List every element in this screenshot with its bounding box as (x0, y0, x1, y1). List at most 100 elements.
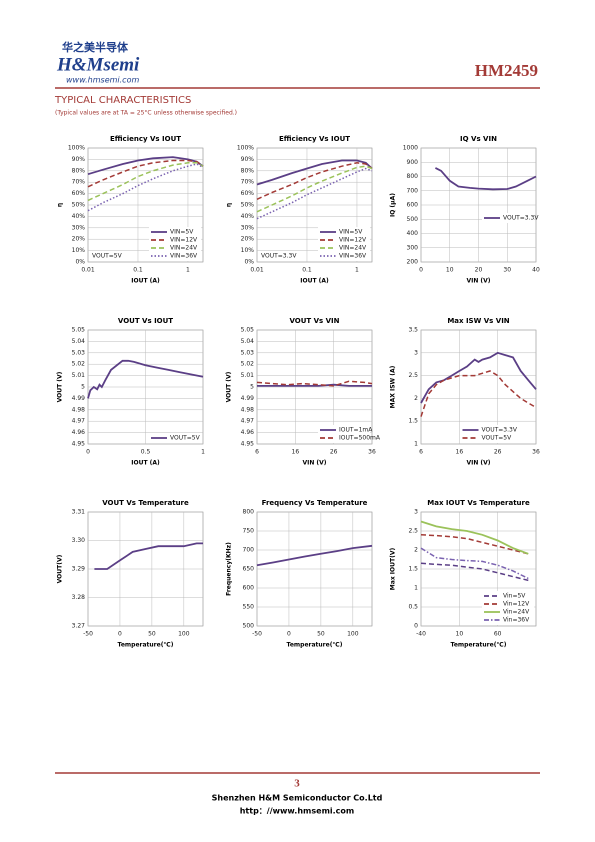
y-tick-label: 2 (414, 395, 418, 402)
x-axis-label: IOUT (A) (131, 278, 160, 285)
y-tick-label: 5.04 (241, 338, 255, 345)
y-tick-label: 2.5 (408, 528, 418, 535)
annotation: VOUT=3.3V (261, 253, 297, 260)
y-tick-label: 600 (407, 202, 419, 209)
series-line (256, 165, 373, 213)
y-tick-label: 4.97 (241, 418, 255, 425)
chart-title: IQ Vs VIN (460, 135, 497, 143)
y-tick-label: 50% (72, 202, 86, 209)
x-tick-label: 0.5 (141, 449, 151, 456)
series-line (256, 544, 373, 567)
y-tick-label: 3.5 (408, 327, 418, 334)
legend-label: Vin=5V (503, 593, 526, 600)
y-tick-label: 5 (250, 384, 254, 391)
footer-company: Shenzhen H&M Semiconductor Co.Ltd (212, 794, 383, 803)
y-tick-label: 5.03 (241, 349, 255, 356)
y-tick-label: 5.05 (72, 327, 86, 334)
footer-web: http：//www.hmsemi.com (240, 807, 355, 816)
series-line (420, 547, 529, 580)
y-tick-label: 90% (241, 156, 255, 163)
y-tick-label: 0.5 (408, 604, 418, 611)
x-tick-label: 16 (456, 449, 464, 456)
annotation-box (259, 252, 291, 260)
legend-label: Vin=24V (503, 609, 530, 616)
x-tick-label: 26 (330, 449, 338, 456)
y-tick-label: 3.27 (72, 623, 86, 630)
y-tick-label: 3.29 (72, 566, 86, 573)
y-tick-label: 700 (407, 187, 419, 194)
x-tick-label: 0 (419, 267, 423, 274)
x-tick-label: 60 (494, 631, 502, 638)
chart-title: Efficiency Vs IOUT (279, 135, 350, 143)
legend (482, 213, 534, 223)
page-number: 3 (294, 778, 300, 790)
legend-label: VIN=5V (170, 229, 194, 236)
y-tick-label: 4.99 (241, 395, 255, 402)
y-tick-label: 5.04 (72, 338, 86, 345)
y-tick-label: 5.03 (72, 349, 86, 356)
series-line (94, 542, 203, 570)
y-tick-label: 3.30 (72, 537, 86, 544)
x-axis-label: Temperature(℃) (118, 642, 174, 649)
y-tick-label: 1 (414, 441, 418, 448)
y-tick-label: 4.95 (241, 441, 255, 448)
legend-label: VIN=36V (339, 253, 367, 260)
x-tick-label: -50 (83, 631, 93, 638)
y-tick-label: 5.05 (241, 327, 255, 334)
x-tick-label: -40 (416, 631, 426, 638)
x-tick-label: 0.1 (133, 267, 143, 274)
x-tick-label: 36 (368, 449, 376, 456)
x-axis-label: VIN (V) (466, 460, 490, 467)
y-tick-label: 30% (241, 224, 255, 231)
y-tick-label: 4.95 (72, 441, 86, 448)
y-tick-label: 2.5 (408, 372, 418, 379)
chart-title: Frequency Vs Temperature (262, 499, 368, 507)
y-tick-label: 200 (407, 259, 419, 266)
x-tick-label: 20 (475, 267, 483, 274)
x-tick-label: 10 (456, 631, 464, 638)
legend-label: VOUT=3.3V (482, 427, 518, 434)
y-axis-label: η (226, 203, 233, 207)
part-number: HM2459 (475, 61, 538, 80)
series-line (87, 162, 204, 202)
y-tick-label: 3 (414, 509, 418, 516)
legend-label: Vin=12V (503, 601, 530, 608)
y-tick-label: 300 (407, 244, 419, 251)
y-tick-label: 4.99 (72, 395, 86, 402)
x-tick-label: 50 (148, 631, 156, 638)
y-tick-label: 60% (241, 190, 255, 197)
series-line (434, 167, 537, 191)
y-tick-label: 100% (237, 145, 254, 152)
y-tick-label: 650 (243, 566, 255, 573)
y-tick-label: 500 (243, 623, 255, 630)
legend-label: VIN=12V (339, 237, 367, 244)
series-line (87, 163, 204, 212)
x-tick-label: 16 (292, 449, 300, 456)
y-tick-label: 70% (241, 179, 255, 186)
y-axis-label: VOUT(V) (57, 554, 64, 583)
series-line (87, 359, 204, 399)
y-tick-label: 3.28 (72, 594, 86, 601)
legend-label: Vin=36V (503, 617, 530, 624)
x-tick-label: 0.01 (250, 267, 264, 274)
logo-en: H&Msemi (56, 54, 140, 75)
y-tick-label: 1 (414, 585, 418, 592)
x-tick-label: 50 (317, 631, 325, 638)
y-tick-label: 4.97 (72, 418, 86, 425)
legend-label: IOUT=1mA (339, 427, 373, 434)
chart-title: Max ISW Vs VIN (447, 317, 509, 325)
y-tick-label: 800 (243, 509, 255, 516)
x-axis-label: IOUT (A) (131, 460, 160, 467)
x-tick-label: 100 (347, 631, 359, 638)
y-tick-label: 600 (243, 585, 255, 592)
x-tick-label: 10 (446, 267, 454, 274)
series-line (256, 159, 373, 186)
y-tick-label: 5.02 (241, 361, 255, 368)
y-tick-label: 900 (407, 159, 419, 166)
series-line (420, 520, 529, 555)
y-tick-label: 800 (407, 173, 419, 180)
y-axis-label: VOUT (V) (57, 371, 64, 402)
x-tick-label: 0 (86, 449, 90, 456)
y-tick-label: 550 (243, 604, 255, 611)
chart-title: VOUT Vs IOUT (118, 317, 173, 325)
